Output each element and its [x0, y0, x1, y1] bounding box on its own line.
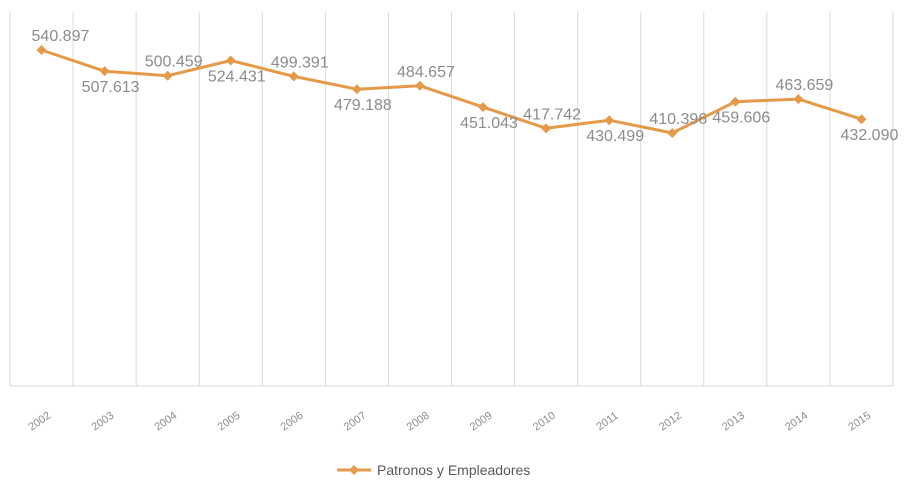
x-tick-label: 2009: [468, 410, 495, 434]
data-point-marker: [541, 123, 552, 134]
x-tick-label: 2006: [279, 410, 306, 434]
data-point-marker: [99, 66, 110, 77]
data-point-marker: [288, 71, 299, 82]
x-tick-label: 2002: [26, 410, 53, 434]
data-label: 430.499: [586, 128, 644, 145]
x-tick-label: 2014: [783, 410, 810, 434]
data-point-marker: [856, 114, 867, 125]
x-tick-label: 2007: [342, 410, 369, 434]
x-tick-label: 2008: [405, 410, 432, 434]
x-tick-label: 2013: [720, 410, 747, 434]
data-point-marker: [162, 70, 173, 81]
data-label: 410.396: [649, 111, 707, 128]
x-tick-label: 2005: [216, 410, 243, 434]
data-point-marker: [730, 96, 741, 107]
x-tick-label: 2010: [531, 410, 558, 434]
legend-label: Patronos y Empleadores: [377, 462, 530, 478]
data-label: 463.659: [775, 77, 833, 94]
data-label: 507.613: [82, 79, 140, 96]
data-label: 432.090: [841, 127, 899, 144]
data-label: 417.742: [523, 106, 581, 123]
data-point-marker: [225, 55, 236, 66]
data-point-marker: [414, 80, 425, 91]
x-tick-label: 2011: [594, 410, 620, 433]
data-label: 484.657: [397, 64, 455, 81]
data-label: 540.897: [32, 28, 90, 45]
data-point-marker: [478, 102, 489, 113]
legend-marker-swatch: [349, 465, 359, 475]
legend: Patronos y Empleadores: [337, 462, 530, 478]
x-tick-label: 2004: [152, 410, 179, 434]
data-label: 500.459: [145, 54, 203, 71]
data-label: 479.188: [334, 97, 392, 114]
data-label: 499.391: [271, 54, 329, 71]
data-point-marker: [36, 45, 47, 55]
x-tick-labels: 2002 2003 2004 2005 2006 2007 2008 2009 2010 2011…: [26, 410, 873, 434]
data-point-marker: [351, 84, 362, 95]
series-markers: [36, 45, 867, 138]
x-tick-label: 2003: [89, 410, 116, 434]
data-label: 524.431: [208, 68, 266, 85]
x-tick-label: 2012: [657, 410, 684, 434]
data-label: 459.606: [712, 110, 770, 127]
x-tick-label: 2015: [846, 410, 873, 434]
data-label: 451.043: [460, 115, 518, 132]
data-point-marker: [667, 128, 678, 138]
data-point-marker: [793, 94, 804, 105]
vertical-gridlines: [9, 12, 894, 386]
data-labels: 540.897 507.613 500.459 524.431 499.391 479.1…: [32, 28, 899, 145]
data-point-marker: [604, 115, 615, 126]
series-line-patronos-y-empleadores: [41, 48, 862, 135]
